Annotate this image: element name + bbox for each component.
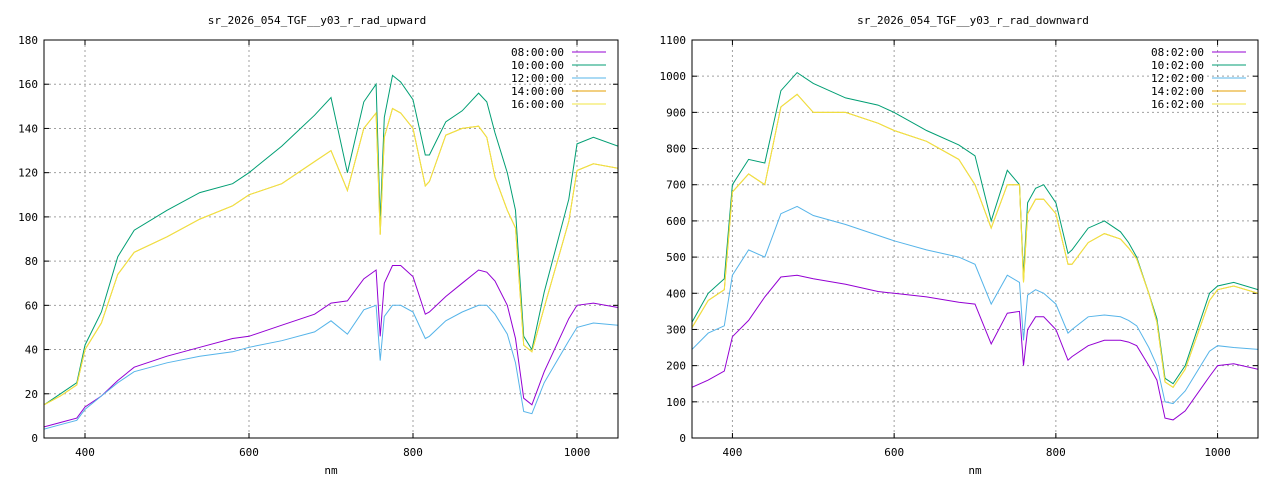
series-line-120200 [692,205,1258,405]
chart-panel-downward: sr_2026_054_TGF__y03_r_rad_downward 0 100 2… [640,0,1280,480]
legend-label: 14:02:00 [1151,85,1204,98]
x-tick-label: 1000 [1204,446,1231,459]
y-tick-label: 600 [666,215,686,228]
legend-label: 12:00:00 [511,72,564,85]
y-tick-label: 40 [25,344,38,357]
series-line-100200 [692,71,1258,385]
plot-frame [691,39,1259,439]
series-line-080000 [44,265,618,428]
y-tick-label: 20 [25,388,38,401]
x-axis-label: nm [968,464,982,477]
legend-label: 10:00:00 [511,59,564,72]
y-tick-label: 80 [25,255,38,268]
y-tick-label: 0 [679,432,686,445]
y-tick-label: 500 [666,251,686,264]
chart-upward: sr_2026_054_TGF__y03_r_rad_upward 0 20 40 60… [18,14,619,477]
series-line-100000 [44,74,618,406]
series-line-160200 [692,93,1258,388]
y-tick-label: 700 [666,179,686,192]
chart-panel-upward: sr_2026_054_TGF__y03_r_rad_upward 0 20 40 60… [18,14,619,477]
series-line-120000 [44,304,618,430]
y-tick-label: 120 [18,167,38,180]
series-line-140000 [44,107,618,406]
x-tick-label: 400 [722,446,742,459]
series-line-080200 [692,274,1258,421]
x-tick-label: 400 [75,446,95,459]
y-tick-label: 1100 [660,34,687,47]
y-tick-label: 300 [666,323,686,336]
y-tick-label: 0 [31,432,38,445]
y-tick-label: 400 [666,287,686,300]
y-tick-label: 60 [25,299,38,312]
series-line-160000 [44,107,618,406]
y-tick-label: 800 [666,143,686,156]
plot-frame [43,39,619,439]
y-tick-label: 1000 [660,70,687,83]
chart-title: sr_2026_054_TGF__y03_r_rad_upward [208,14,427,27]
x-tick-label: 600 [239,446,259,459]
legend-label: 16:00:00 [511,98,564,111]
x-tick-label: 800 [1046,446,1066,459]
y-tick-label: 140 [18,122,38,135]
y-tick-label: 180 [18,34,38,47]
y-tick-label: 200 [666,360,686,373]
x-tick-label: 800 [403,446,423,459]
y-tick-label: 100 [666,396,686,409]
x-axis-label: nm [324,464,338,477]
legend-label: 08:00:00 [511,46,564,59]
legend-label: 08:02:00 [1151,46,1204,59]
x-tick-label: 1000 [564,446,591,459]
legend-label: 14:00:00 [511,85,564,98]
chart-downward: sr_2026_054_TGF__y03_r_rad_downward 0 100 2… [660,14,1259,477]
y-tick-label: 100 [18,211,38,224]
chart-title: sr_2026_054_TGF__y03_r_rad_downward [857,14,1089,27]
y-tick-label: 900 [666,106,686,119]
legend-label: 12:02:00 [1151,72,1204,85]
legend-label: 10:02:00 [1151,59,1204,72]
y-tick-label: 160 [18,78,38,91]
series-line-140200 [692,93,1258,388]
x-tick-label: 600 [884,446,904,459]
legend-label: 16:02:00 [1151,98,1204,111]
